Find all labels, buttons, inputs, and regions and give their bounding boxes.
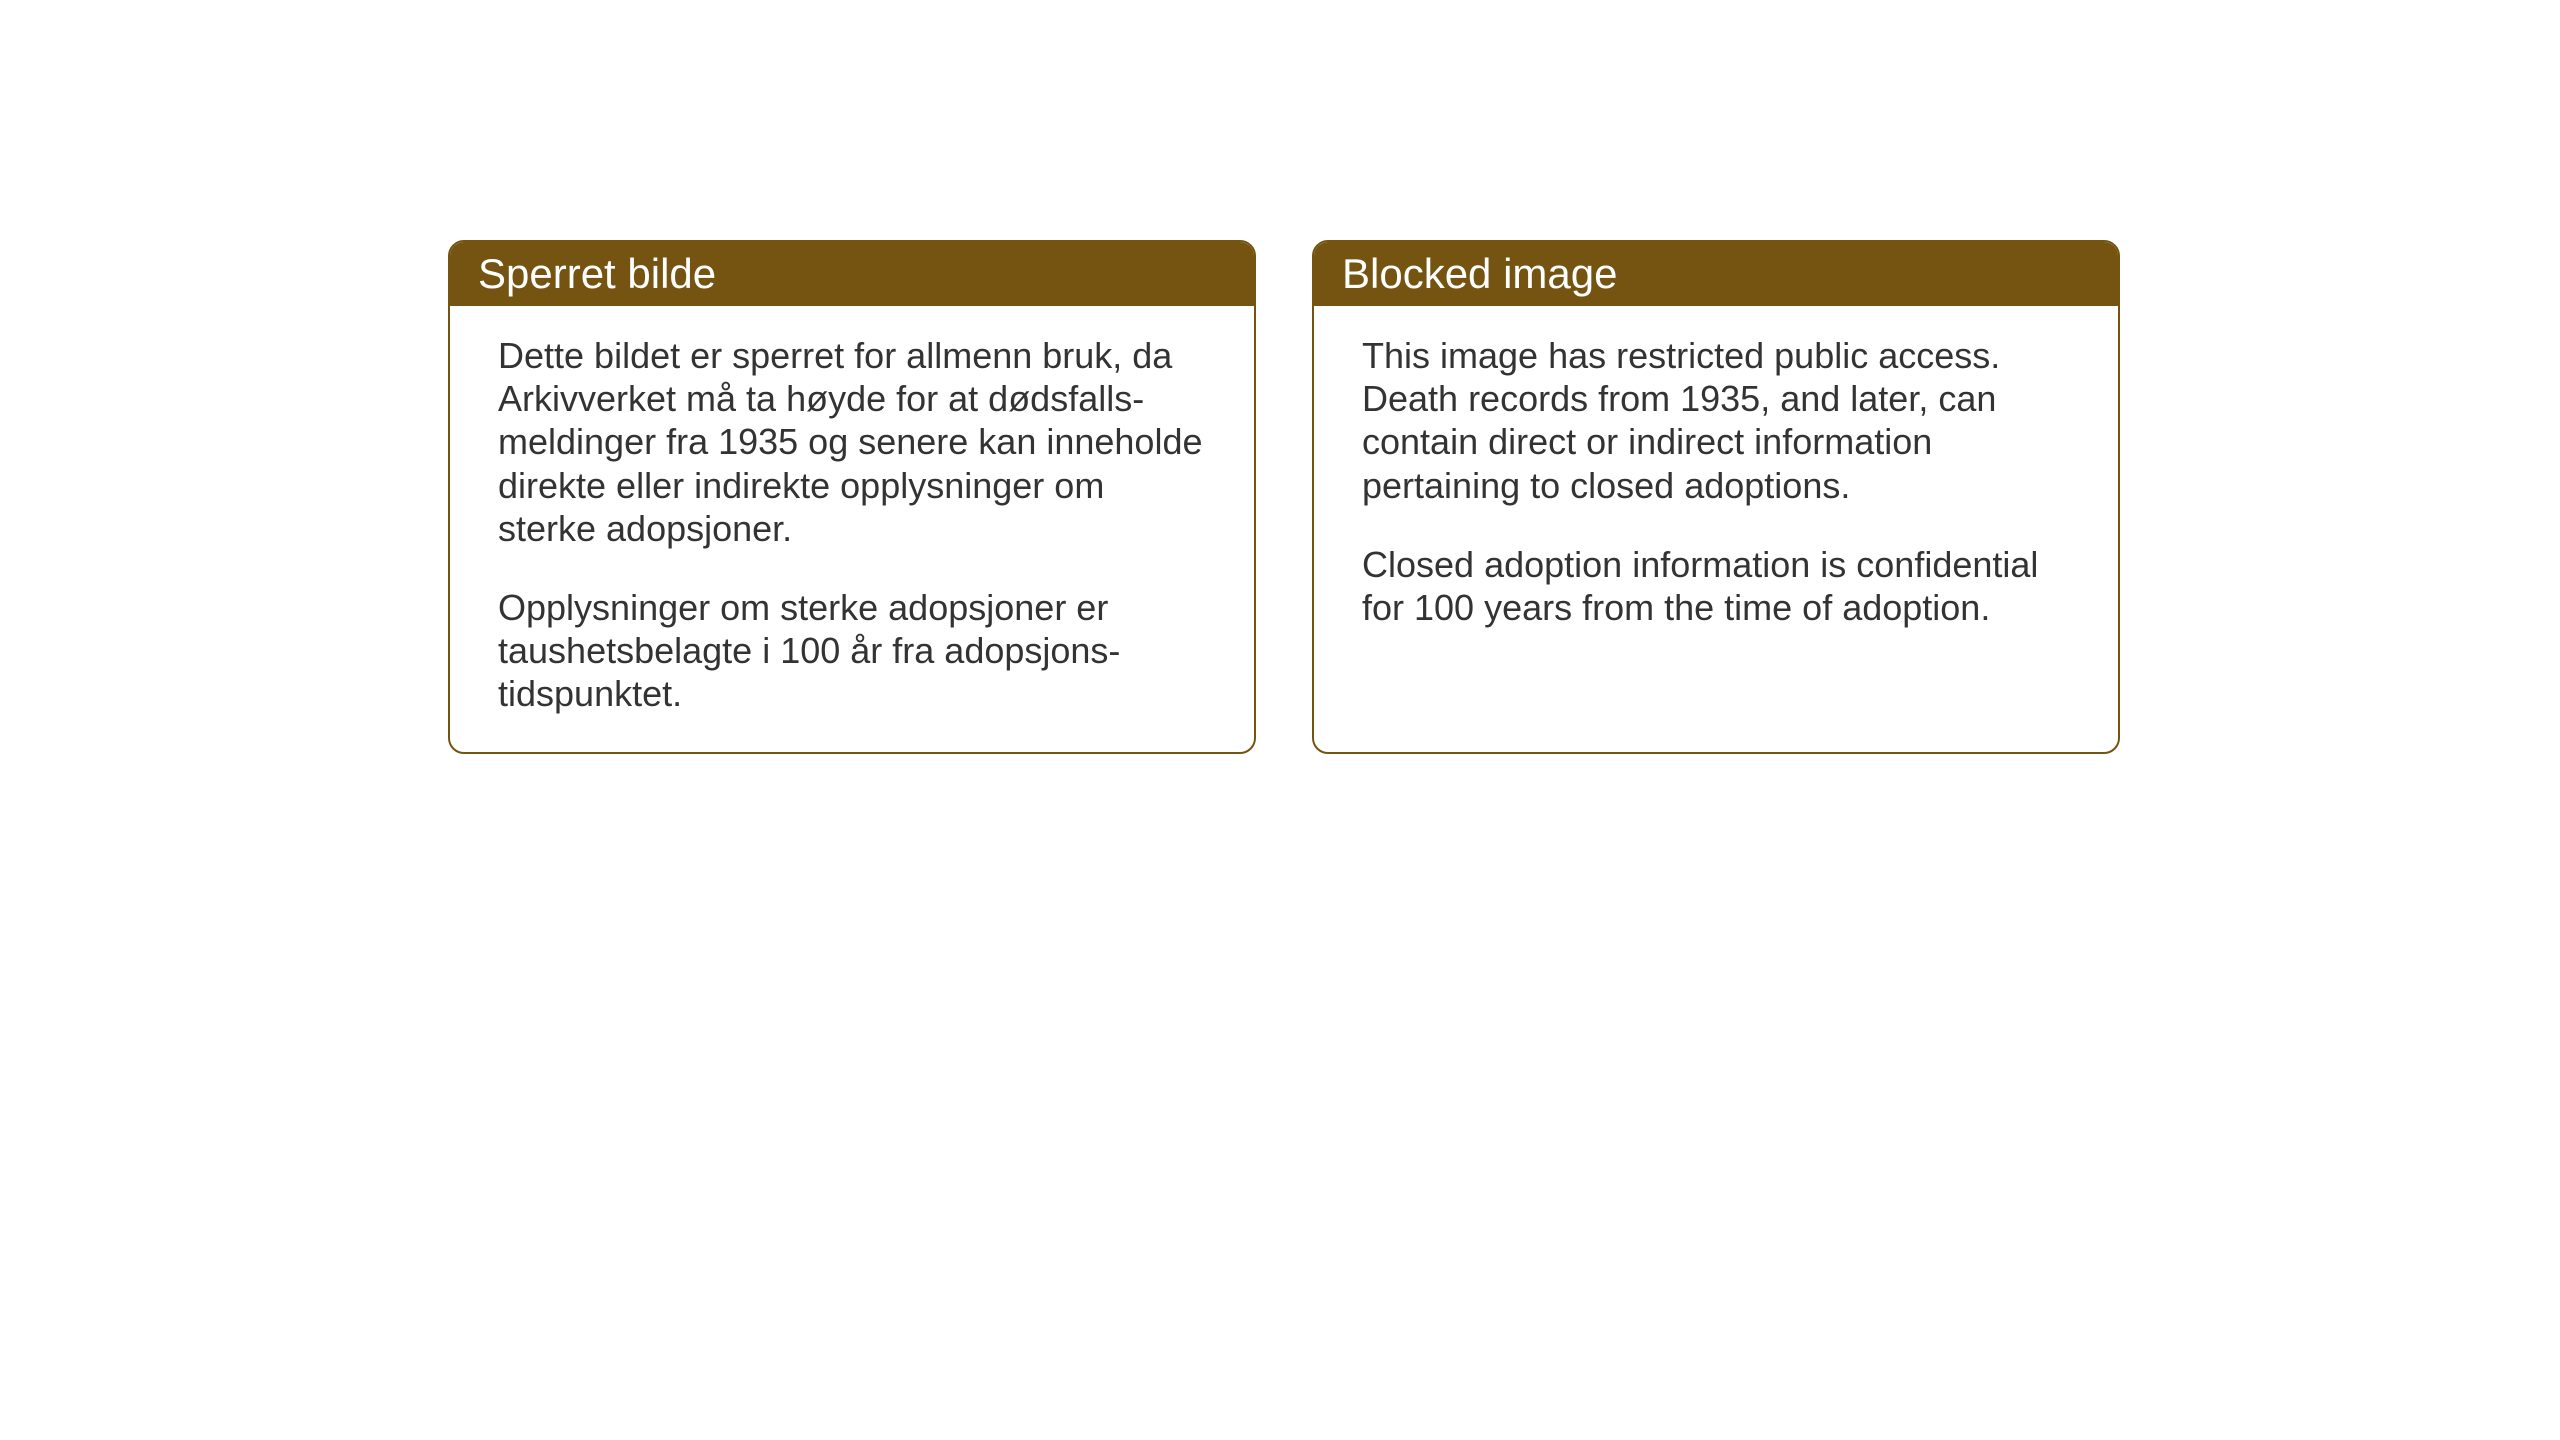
card-paragraph-2: Opplysninger om sterke adopsjoner er tau… [498,586,1206,716]
notice-card-english: Blocked image This image has restricted … [1312,240,2120,754]
card-paragraph-2: Closed adoption information is confident… [1362,543,2070,629]
card-paragraph-1: This image has restricted public access.… [1362,334,2070,507]
card-header: Sperret bilde [450,242,1254,306]
card-body: This image has restricted public access.… [1314,306,2118,665]
card-title: Blocked image [1342,250,2090,298]
notice-container: Sperret bilde Dette bildet er sperret fo… [448,240,2120,754]
notice-card-norwegian: Sperret bilde Dette bildet er sperret fo… [448,240,1256,754]
card-paragraph-1: Dette bildet er sperret for allmenn bruk… [498,334,1206,550]
card-header: Blocked image [1314,242,2118,306]
card-body: Dette bildet er sperret for allmenn bruk… [450,306,1254,752]
card-title: Sperret bilde [478,250,1226,298]
